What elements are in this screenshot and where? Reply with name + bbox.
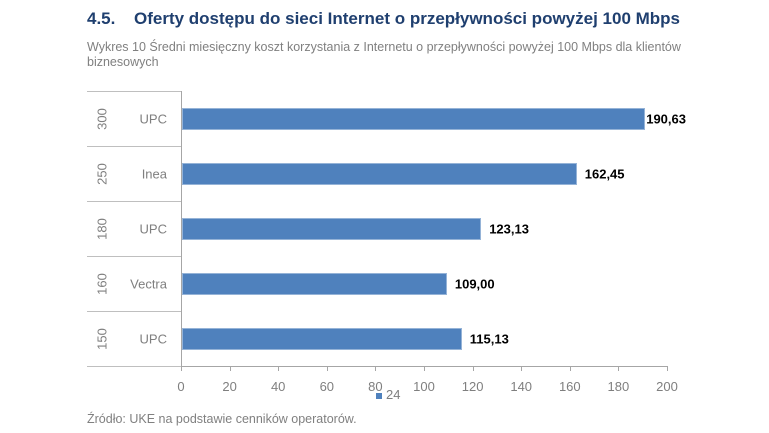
x-tick bbox=[278, 366, 279, 371]
category-operator-label: UPC bbox=[139, 111, 167, 126]
x-tick-label: 160 bbox=[558, 379, 581, 394]
data-label: 190,63 bbox=[646, 111, 686, 126]
x-tick bbox=[473, 366, 474, 371]
category-speed-label: 160 bbox=[94, 272, 110, 295]
x-tick bbox=[570, 366, 571, 371]
bar-upc-180 bbox=[182, 217, 482, 240]
x-tick-label: 180 bbox=[607, 379, 630, 394]
x-tick-label: 140 bbox=[510, 379, 533, 394]
x-tick bbox=[230, 366, 231, 371]
legend-swatch bbox=[376, 392, 382, 399]
category-operator-label: Vectra bbox=[130, 276, 167, 291]
category-separator bbox=[87, 311, 181, 312]
data-label: 115,13 bbox=[469, 331, 509, 346]
category-speed-label: 150 bbox=[94, 327, 110, 350]
category-operator-label: Inea bbox=[141, 166, 167, 181]
chart-legend: 24 bbox=[376, 387, 400, 402]
section-heading: 4.5. Oferty dostępu do sieci Internet o p… bbox=[87, 9, 680, 29]
bar-upc-150 bbox=[182, 327, 462, 350]
x-tick-label: 60 bbox=[319, 379, 335, 394]
x-tick bbox=[181, 366, 182, 371]
x-tick bbox=[667, 366, 668, 371]
category-speed-label: 300 bbox=[94, 107, 110, 130]
x-tick bbox=[424, 366, 425, 371]
bar-vectra-160 bbox=[182, 272, 447, 295]
data-label: 123,13 bbox=[489, 221, 529, 236]
x-tick-label: 80 bbox=[368, 379, 383, 394]
category-separator bbox=[87, 256, 181, 257]
x-tick-label: 100 bbox=[413, 379, 435, 394]
data-label: 162,45 bbox=[584, 166, 625, 181]
x-tick bbox=[375, 366, 376, 371]
category-separator bbox=[87, 146, 181, 147]
source-note: Źródło: UKE na podstawie cenników operat… bbox=[87, 412, 357, 426]
x-tick-label: 200 bbox=[656, 379, 678, 394]
chart-caption: Wykres 10 Średni miesięczny koszt korzys… bbox=[87, 40, 681, 69]
category-operator-label: UPC bbox=[139, 331, 167, 346]
section-number: 4.5. bbox=[87, 9, 116, 28]
y-axis-line bbox=[181, 91, 182, 367]
x-tick-label: 20 bbox=[222, 379, 237, 394]
x-tick-label: 40 bbox=[270, 379, 286, 394]
x-tick-label: 120 bbox=[461, 379, 484, 394]
x-tick bbox=[521, 366, 522, 371]
bar-upc-300 bbox=[182, 107, 646, 130]
x-tick bbox=[618, 366, 619, 371]
legend-label: 24 bbox=[386, 387, 401, 402]
x-tick-label: 0 bbox=[177, 379, 185, 394]
category-speed-label: 180 bbox=[94, 217, 110, 240]
category-separator bbox=[87, 91, 181, 92]
category-separator bbox=[87, 366, 181, 367]
category-separator bbox=[87, 201, 181, 202]
section-title: Oferty dostępu do sieci Internet o przep… bbox=[134, 9, 681, 28]
category-operator-label: UPC bbox=[139, 221, 167, 236]
x-tick bbox=[327, 366, 328, 371]
category-speed-label: 250 bbox=[94, 162, 110, 185]
bar-inea-250 bbox=[182, 162, 577, 185]
data-label: 109,00 bbox=[454, 276, 495, 291]
